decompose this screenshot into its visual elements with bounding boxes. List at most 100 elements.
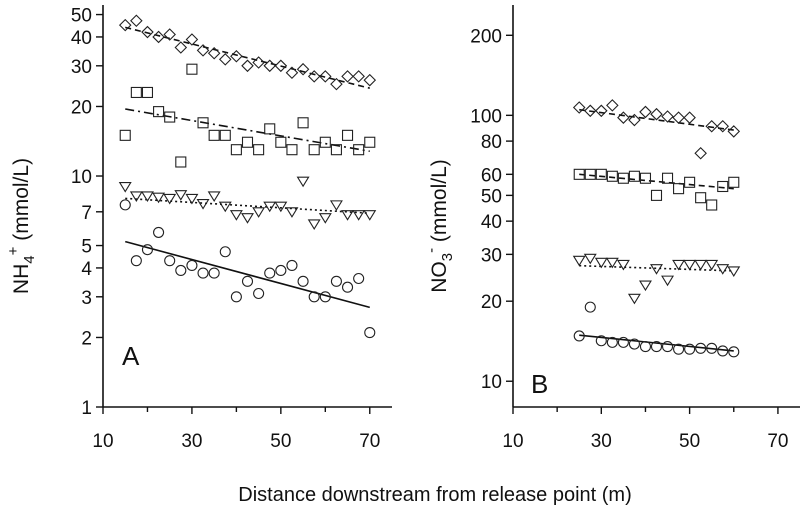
data-point [716,264,730,275]
data-point [141,86,154,99]
data-point [661,110,674,123]
data-point [275,264,287,277]
data-point [628,338,640,350]
data-point [627,293,641,305]
data-point [683,259,697,271]
data-point [684,343,696,355]
data-point [617,111,630,124]
data-point [230,49,243,63]
data-point [363,210,377,221]
data-point [583,253,597,265]
data-point [606,336,618,348]
data-point [673,183,685,195]
data-point [297,117,309,129]
data-point [330,275,342,287]
data-point [583,104,597,118]
data-point [208,267,220,279]
y-tick-label: 5 [81,237,92,258]
data-point [639,172,652,184]
data-point [573,168,585,180]
data-point [341,210,355,221]
data-point [207,46,221,60]
data-point [638,280,652,292]
data-point [118,18,132,32]
x-tick-label: 70 [359,431,380,452]
data-point [130,14,143,28]
data-point [318,213,332,224]
data-point [241,213,254,224]
data-point [253,287,265,300]
x-tick-label: 10 [92,431,113,452]
data-point [229,210,243,221]
data-point [164,111,176,123]
y-tick-label: 80 [481,132,502,153]
data-point [163,193,177,205]
data-point [650,107,663,121]
data-point [605,257,619,269]
series-diamond [118,14,377,91]
data-point [197,267,209,279]
data-point [341,281,354,293]
y-tick-label: 20 [71,97,92,118]
data-point [639,105,652,119]
data-point [286,259,298,272]
data-point [727,266,741,277]
data-point [163,28,176,41]
data-point [308,291,320,303]
data-point [152,192,166,204]
y-tick-label: 200 [470,26,502,47]
y-tick-label: 60 [481,165,502,186]
data-point [695,192,707,204]
data-point [584,301,596,313]
data-point [153,226,165,238]
data-point [330,77,343,91]
data-point [119,129,131,141]
data-point [341,70,354,83]
y-tick-label: 50 [71,6,92,27]
data-point [694,146,707,160]
data-point [129,191,143,202]
data-point [364,136,376,148]
x-tick-label: 50 [270,431,291,452]
data-point [196,198,210,210]
data-point [572,255,586,267]
y-tick-label: 4 [81,259,92,280]
y-tick-label: 20 [481,292,502,313]
data-point [650,341,663,353]
data-point [186,63,198,75]
data-point [308,144,320,156]
series-diamond [572,99,741,160]
x-tick-label: 10 [502,431,523,452]
data-point [616,259,630,271]
data-point [728,176,740,188]
fit-line [125,240,370,309]
data-point [285,66,299,80]
data-point [218,53,232,66]
data-point [263,59,277,73]
data-point [196,44,210,57]
data-point [319,136,331,148]
y-tick-label: 50 [481,186,502,207]
fit-line [125,26,370,89]
data-point [140,191,154,202]
series-square [119,63,376,168]
data-point [185,193,199,205]
data-point [617,336,629,348]
data-point [329,200,343,211]
data-point [218,201,232,213]
x-tick-label: 50 [679,431,700,452]
data-point [694,259,708,271]
data-point [152,30,165,44]
data-point [307,70,321,83]
data-point [628,170,640,182]
data-point [274,201,288,213]
y-tick-label: 7 [81,203,92,224]
data-point [153,106,165,118]
data-point [241,275,254,287]
data-point [584,168,596,180]
data-point [296,176,310,188]
data-point [296,62,310,76]
data-point [175,156,187,168]
series-triangle [572,253,741,305]
